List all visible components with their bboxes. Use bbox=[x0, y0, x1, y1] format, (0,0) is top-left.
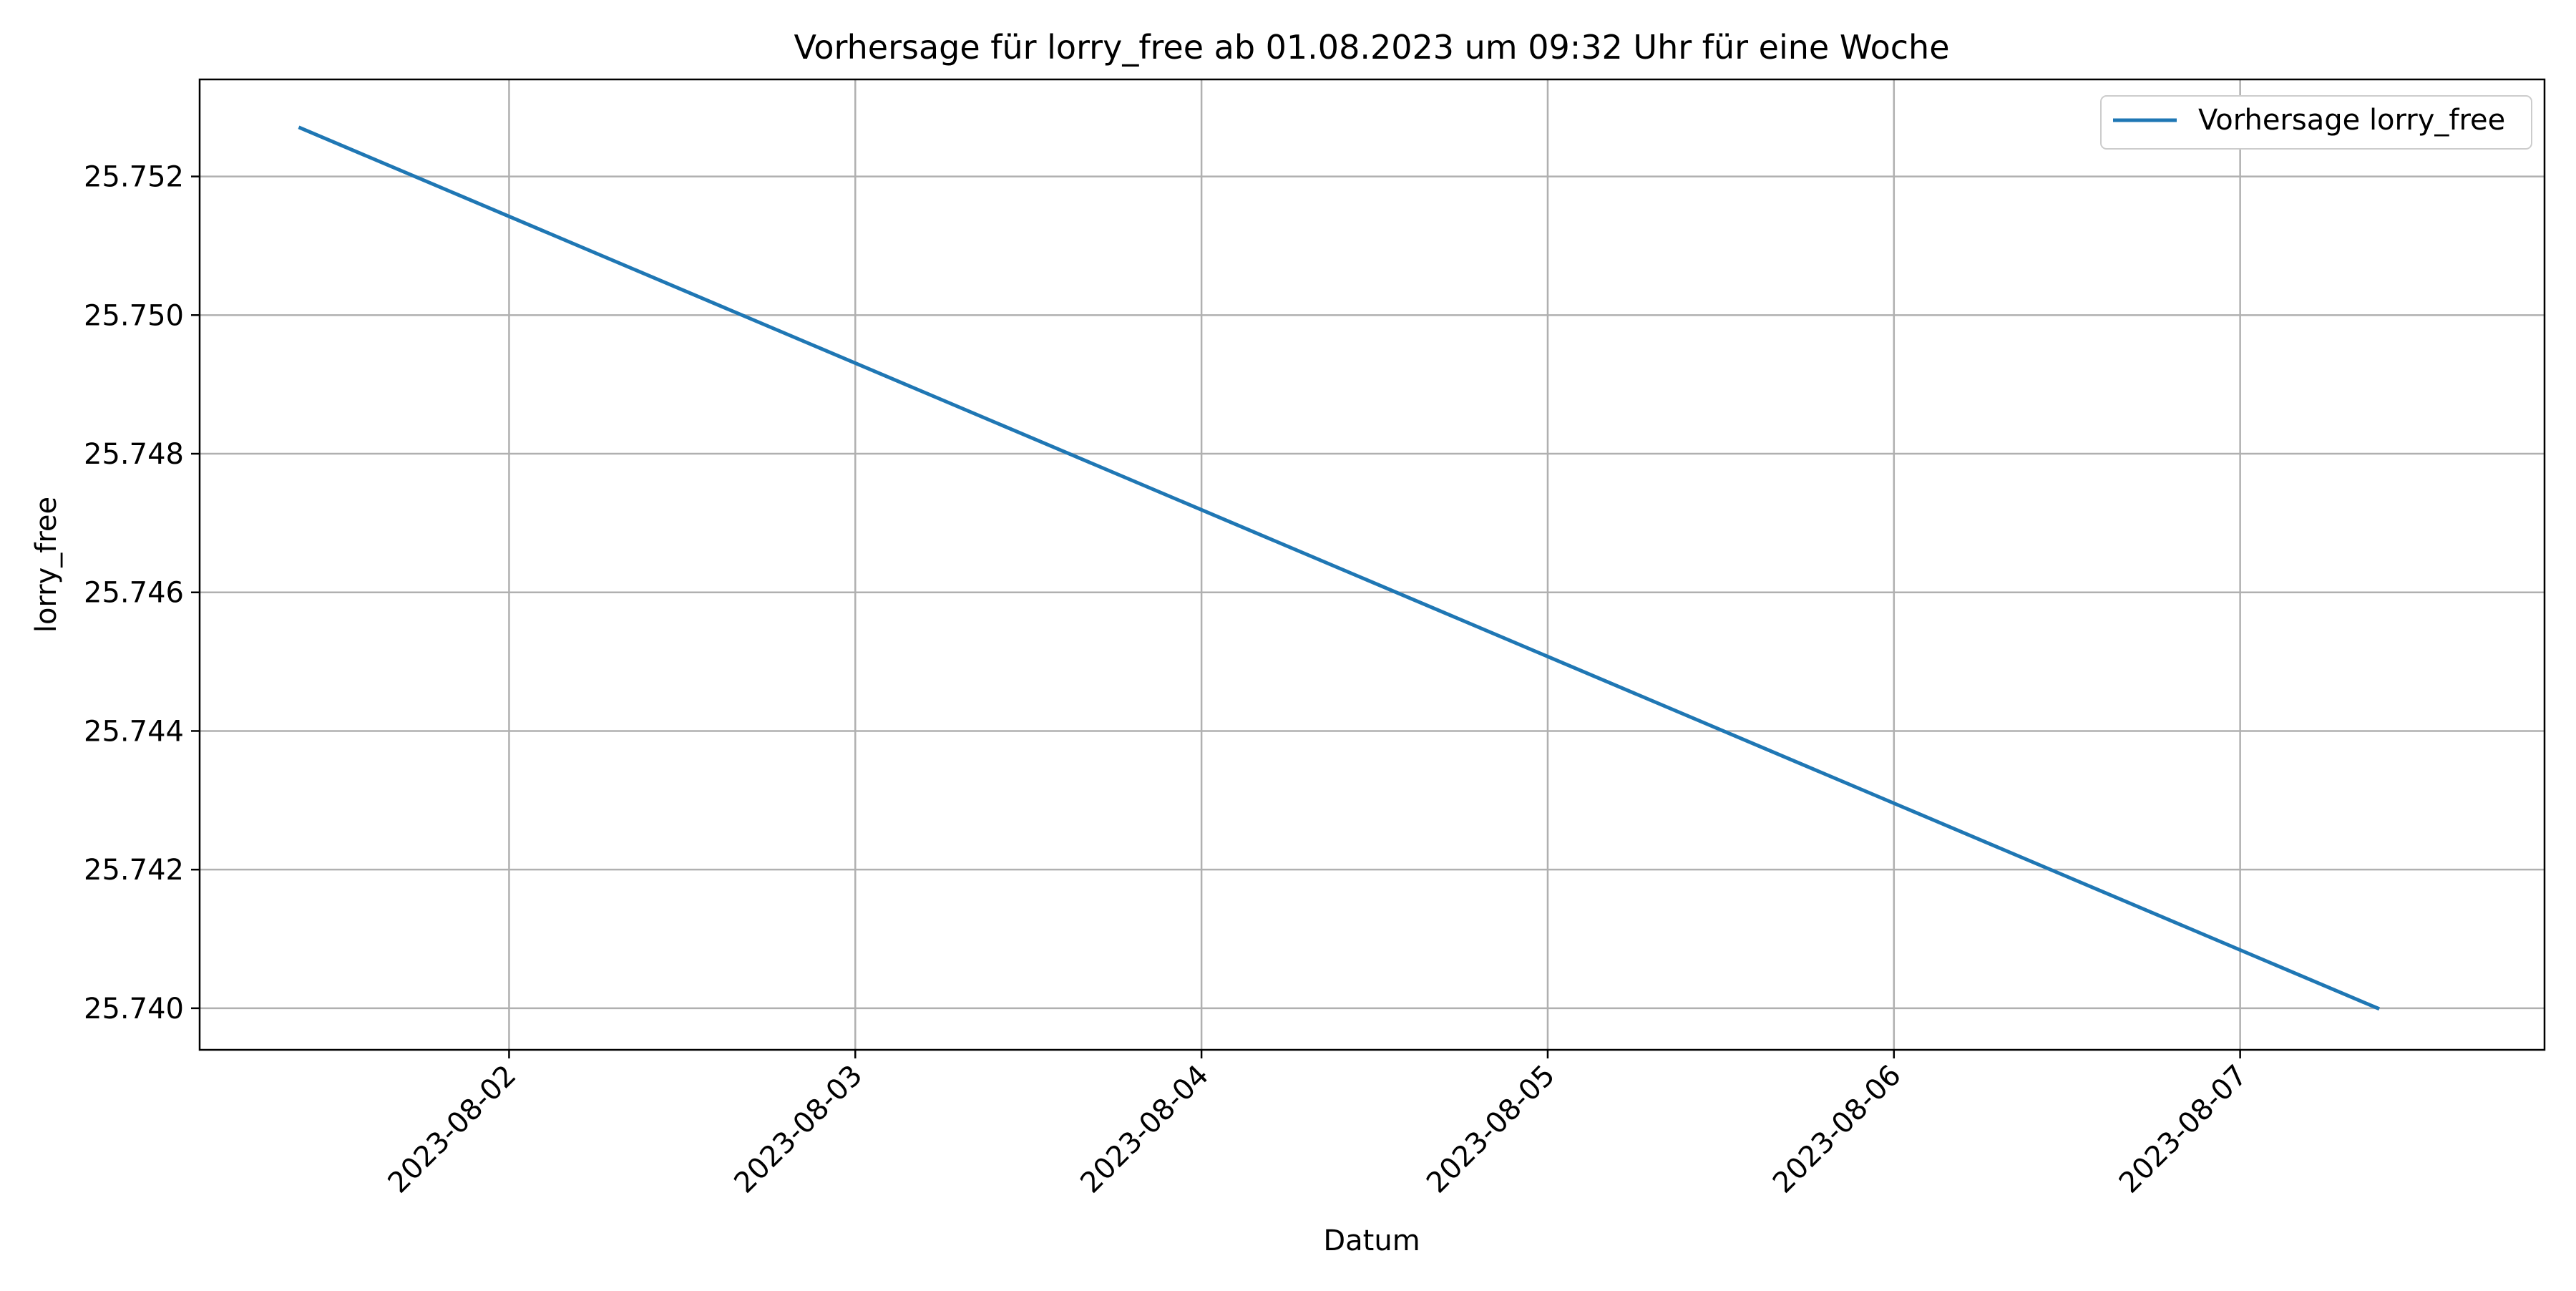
y-tick-label: 25.742 bbox=[84, 854, 184, 887]
grid-layer bbox=[200, 79, 2545, 1050]
series-line bbox=[298, 125, 2381, 1011]
y-tick-label: 25.750 bbox=[84, 299, 184, 332]
series-layer bbox=[298, 125, 2381, 1011]
legend: Vorhersage lorry_free bbox=[2100, 95, 2532, 150]
y-tick-label: 25.752 bbox=[84, 161, 184, 194]
y-tick-label: 25.746 bbox=[84, 577, 184, 610]
legend-label: Vorhersage lorry_free bbox=[2198, 104, 2505, 137]
y-tick-label: 25.748 bbox=[84, 438, 184, 471]
y-axis-label: lorry_free bbox=[30, 497, 63, 633]
legend-box bbox=[2100, 95, 2532, 150]
plot-frame bbox=[198, 78, 2546, 1051]
x-axis-label: Datum bbox=[1323, 1224, 1420, 1257]
y-tick-label: 25.744 bbox=[84, 715, 184, 748]
chart-title: Vorhersage für lorry_free ab 01.08.2023 … bbox=[794, 28, 1949, 67]
y-tick-label: 25.740 bbox=[84, 993, 184, 1026]
